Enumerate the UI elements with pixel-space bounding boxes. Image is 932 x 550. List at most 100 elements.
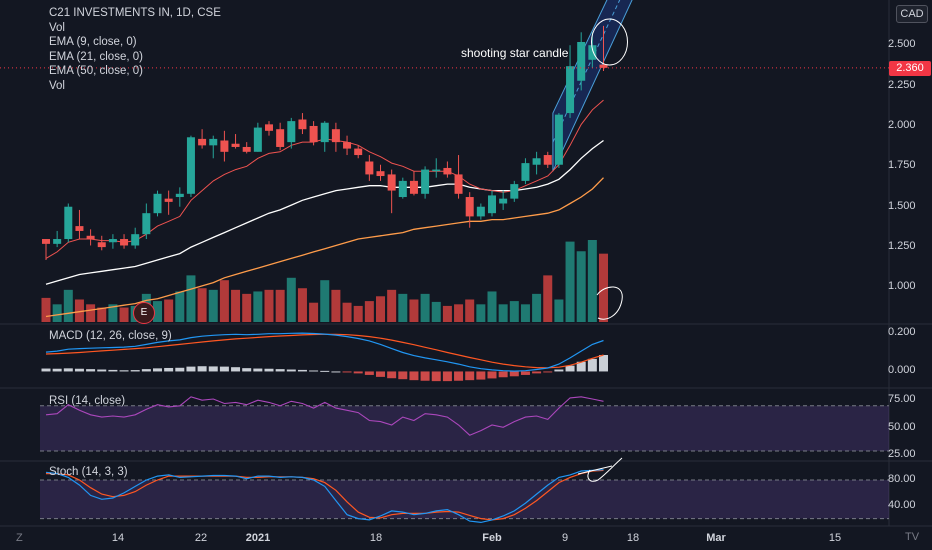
macd-histogram-bar: [364, 371, 374, 375]
candle-body: [354, 148, 363, 156]
candle-body: [86, 235, 95, 240]
volume-bar: [454, 304, 464, 322]
candle-body: [142, 213, 151, 235]
macd-histogram-bar: [409, 371, 419, 381]
volume-annotation-circle: [596, 286, 623, 320]
macd-histogram-bar: [431, 371, 441, 382]
macd-histogram-bar: [554, 369, 564, 372]
candle-body: [443, 167, 452, 175]
volume-bar: [442, 305, 452, 322]
macd-histogram-bar: [242, 368, 252, 372]
volume-bar: [286, 277, 296, 322]
macd-histogram-bar: [487, 371, 497, 379]
candle-body: [209, 138, 218, 146]
candle-body: [309, 125, 318, 143]
candle-body: [488, 195, 496, 214]
shooting-star-annotation[interactable]: shooting star candle: [461, 46, 569, 60]
time-axis-tick: Mar: [706, 532, 726, 544]
symbol-title[interactable]: C21 INVESTMENTS IN, 1D, CSE: [49, 7, 221, 19]
candle-body: [376, 171, 385, 177]
volume-bar: [465, 299, 475, 322]
candle-body: [577, 41, 586, 81]
volume-bar: [41, 297, 51, 322]
macd-histogram-bar: [576, 361, 586, 372]
volume-bar: [309, 302, 319, 322]
tradingview-logo-icon[interactable]: TV: [904, 531, 920, 543]
volume-bar: [119, 307, 129, 322]
price-axis-tick: 2.500: [888, 38, 916, 51]
candle-body: [53, 239, 62, 244]
stoch-band: [40, 480, 889, 519]
macd-histogram-bar: [164, 367, 174, 372]
time-axis-tick: 9: [561, 532, 569, 544]
macd-histogram-bar: [141, 369, 151, 372]
currency-badge[interactable]: CAD: [896, 5, 928, 23]
candle-body: [543, 155, 552, 165]
rsi-axis-tick: 25.00: [888, 448, 916, 460]
candle-body: [64, 206, 73, 240]
legend-vol-2[interactable]: Vol: [49, 79, 65, 92]
volume-bar: [197, 288, 207, 322]
macd-histogram-bar: [97, 369, 107, 372]
zoom-toggle-icon[interactable]: Z: [16, 532, 23, 544]
legend-vol[interactable]: Vol: [49, 21, 65, 34]
candle-body: [153, 193, 162, 214]
macd-histogram-bar: [376, 371, 385, 377]
candle-body: [387, 174, 396, 191]
legend-ema21[interactable]: EMA (21, close, 0): [49, 50, 143, 63]
macd-histogram-bar: [387, 371, 397, 379]
volume-bar: [153, 301, 162, 322]
time-axis-tick: 2021: [245, 532, 271, 544]
stoch-axis-tick: 40.00: [888, 498, 916, 511]
volume-bar: [576, 251, 586, 322]
volume-bar: [498, 304, 508, 322]
candle-body: [186, 137, 195, 194]
macd-histogram-bar: [297, 369, 307, 372]
macd-histogram-bar: [599, 355, 608, 372]
volume-bar: [331, 289, 341, 322]
time-axis-tick: 18: [369, 532, 383, 544]
volume-bar: [398, 293, 408, 322]
annotation-circle: [591, 18, 628, 66]
macd-pane-label[interactable]: MACD (12, 26, close, 9): [49, 330, 172, 342]
volume-bar: [231, 289, 241, 322]
volume-bar: [52, 304, 62, 322]
macd-histogram-bar: [442, 371, 452, 382]
macd-axis-tick: 0.000: [888, 364, 916, 377]
candle-body: [198, 138, 207, 146]
macd-histogram-bar: [153, 368, 162, 372]
volume-bar: [342, 302, 352, 322]
volume-bar: [219, 280, 229, 322]
legend-ema50[interactable]: EMA (50, close, 0): [49, 65, 143, 77]
candle-body: [554, 114, 563, 165]
volume-bar: [554, 299, 564, 322]
chart-legend: C21 INVESTMENTS IN, 1D, CSE Vol EMA (9, …: [49, 6, 221, 93]
candle-body: [320, 122, 329, 143]
ema21-line: [45, 139, 604, 285]
macd-histogram-bar: [130, 370, 140, 372]
candle-body: [588, 45, 597, 60]
volume-bar: [208, 289, 218, 322]
price-axis-tick: 2.250: [888, 78, 916, 91]
candle-body: [421, 169, 430, 194]
stoch-pane-label[interactable]: Stoch (14, 3, 3): [49, 466, 128, 478]
macd-histogram-bar: [565, 365, 575, 372]
candle-body: [499, 198, 508, 204]
volume-bar: [242, 293, 252, 322]
volume-bar: [476, 304, 486, 322]
macd-histogram-bar: [454, 371, 464, 381]
volume-bar: [320, 280, 330, 322]
legend-ema9[interactable]: EMA (9, close, 0): [49, 36, 137, 48]
macd-histogram-bar: [420, 371, 430, 381]
macd-histogram-bar: [74, 368, 84, 372]
volume-bar: [86, 304, 96, 322]
rsi-band: [40, 405, 889, 451]
macd-histogram-bar: [52, 368, 62, 372]
rsi-pane-label[interactable]: RSI (14, close): [49, 395, 126, 407]
time-axis-tick: 14: [111, 532, 125, 544]
macd-histogram-bar: [219, 366, 229, 372]
macd-histogram-bar: [398, 371, 408, 380]
volume-bar: [376, 296, 385, 322]
earnings-marker[interactable]: E: [133, 302, 155, 324]
